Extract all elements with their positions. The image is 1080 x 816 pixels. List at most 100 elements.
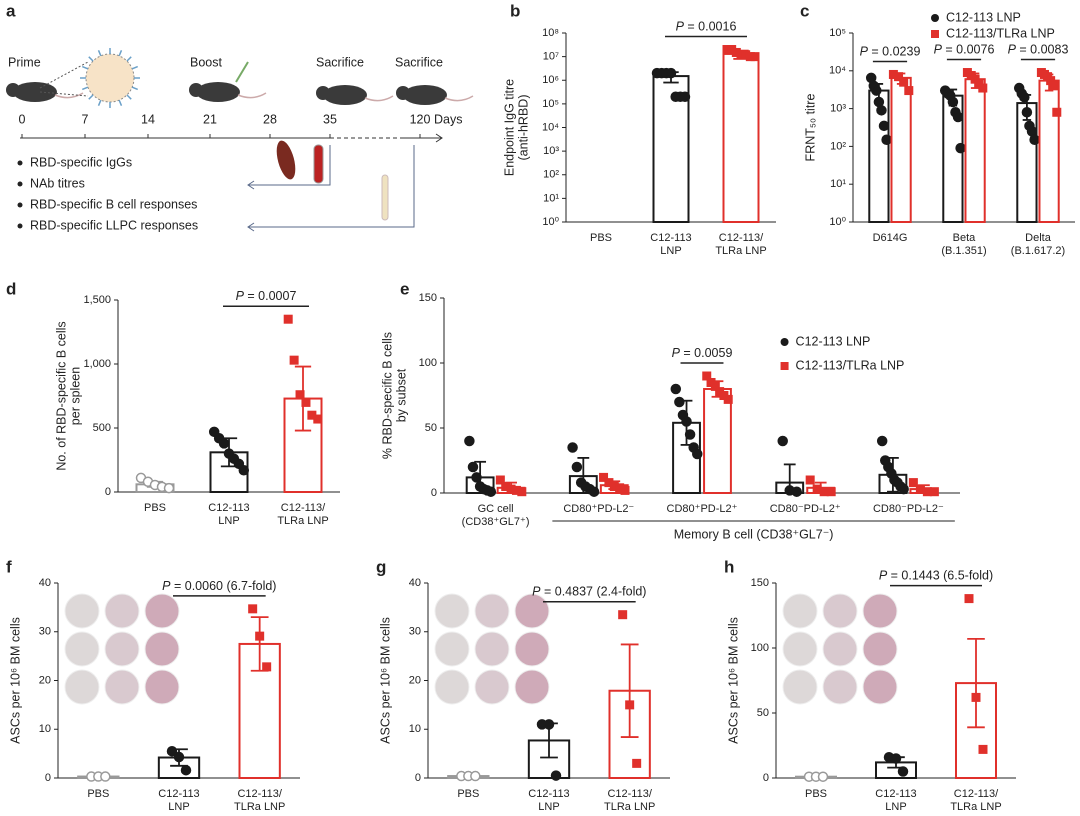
legend-marker [780,338,789,346]
day-label: 35 [323,112,337,126]
legend-marker [780,362,789,370]
well-image [474,669,510,705]
y-axis-label: No. of RBD-specific B cells [54,321,68,470]
x-tick-label: PBS [144,502,166,514]
bullet [17,181,23,187]
y-tick-label: 100 [751,642,769,654]
x-tick-label: C12-113/ [954,788,999,800]
pointer [39,91,89,97]
legend-marker [931,14,939,22]
data-point [238,464,250,476]
y-axis-label: ASCs per 10⁶ BM cells [378,617,392,744]
data-point [947,96,959,108]
well-image [474,593,510,629]
data-point [567,442,578,453]
data-point [826,487,836,497]
y-tick-label: 40 [409,577,421,589]
lnp-spike [118,49,123,57]
x-tick-label: PBS [457,788,479,800]
y-tick-label: 1,000 [83,358,111,370]
pointer [39,61,89,89]
well-image [144,669,180,705]
data-point [262,662,272,672]
data-point [805,475,815,485]
data-point [495,475,505,485]
well-image [64,669,100,705]
well-image [434,593,470,629]
x-tick-label: CD80⁻PD-L2⁺ [770,503,841,515]
x-tick-label: C12-113 [650,232,691,244]
data-point [571,461,583,473]
x-tick-label: TLRa LNP [715,245,766,257]
p-value: P = 0.0239 [860,45,921,59]
well-image [64,631,100,667]
x-tick-label: PBS [805,788,827,800]
bullet [17,223,23,229]
p-value: P = 0.0060 (6.7-fold) [162,579,276,593]
y-tick-label: 10⁵ [542,98,559,110]
x-tick-label: C12-113 [158,788,199,800]
x-tick-label: Beta [953,232,977,244]
data-point [710,381,720,391]
y-tick-label: 0 [431,487,437,499]
x-tick-label: CD80⁺PD-L2⁻ [563,503,634,515]
data-point [218,438,230,449]
data-point [736,50,746,60]
data-point [978,744,988,754]
data-point [517,487,527,497]
well-image [104,631,140,667]
data-point [970,74,980,84]
data-point [625,700,635,710]
lnp-spike [126,94,132,100]
y-tick-label: 10 [409,723,421,735]
y-tick-label: 30 [39,626,51,638]
y-tick-label: 10⁰ [542,216,559,228]
lnp-spike [97,99,102,107]
lnp-spike [88,56,94,62]
day-label: 28 [263,112,277,126]
data-point [1026,126,1038,137]
x-tick-label: LNP [538,801,559,813]
day-label: 21 [203,112,217,126]
data-point [255,631,265,641]
y-axis-label: Endpoint IgG titre [502,79,516,176]
x-tick-label: (CD38⁺GL7⁺) [462,516,530,528]
data-point [692,448,703,460]
x-tick-label: TLRa LNP [950,801,1001,813]
group-label: Memory B cell (CD38⁺GL7⁻) [674,527,834,541]
mouse-head [189,83,203,97]
data-point [731,47,741,57]
well-image [144,593,180,629]
data-point [1029,134,1040,145]
data-point [620,485,630,495]
y-tick-label: 10² [830,140,846,152]
data-point [952,111,964,123]
lnp-spike [118,99,123,107]
well-image [862,669,898,705]
mouse [13,82,57,102]
well-image [822,669,858,705]
y-tick-label: 1,500 [83,294,111,306]
data-point [722,45,732,55]
panel-letter: e [400,279,409,298]
legend-label: C12-113/TLRa LNP [796,358,905,372]
data-point [881,134,892,145]
x-tick-label: C12-113 [528,788,569,800]
y-tick-label: 20 [409,674,421,686]
lnp-spike [126,56,132,62]
data-point [922,487,932,497]
p-value: P = 0.0016 [676,20,737,34]
data-point [904,86,914,96]
y-tick-label: 10⁰ [829,216,846,228]
data-point [604,478,614,488]
x-tick-label: C12-113 [875,788,916,800]
x-tick-label: D614G [873,232,908,244]
event-label: Boost [190,55,222,69]
p-value: P = 0.0059 [672,346,733,360]
arrow [247,145,415,232]
data-point [777,435,788,447]
x-tick-label: C12-113/ [607,788,652,800]
well-image [822,631,858,667]
mouse-head [6,83,20,97]
